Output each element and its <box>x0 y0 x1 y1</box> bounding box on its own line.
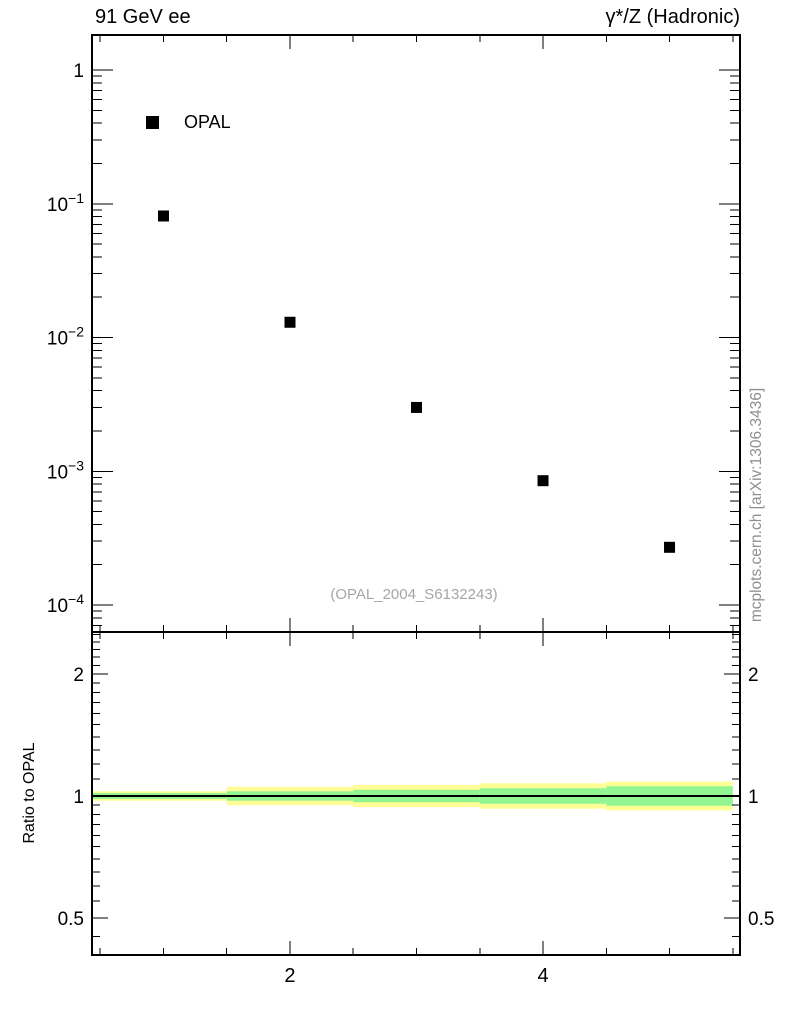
ratio-y-tick-label: 0.5 <box>58 909 84 930</box>
data-point-marker <box>664 541 676 553</box>
ratio-y-tick-label: 1 <box>748 787 759 808</box>
y-tick-label: 10−2 <box>47 324 84 350</box>
ratio-axis-label-text: Ratio to OPAL <box>21 742 38 844</box>
x-tick-label: 4 <box>537 965 548 987</box>
side-note-text: mcplots.cern.ch [arXiv:1306.3436] <box>748 387 765 623</box>
ratio-panel-frame <box>91 631 741 956</box>
data-point-marker <box>157 210 169 222</box>
ratio-y-tick-label: 1 <box>73 787 84 808</box>
y-tick-label: 1 <box>73 61 84 82</box>
legend-label: OPAL <box>184 112 231 132</box>
data-point-marker <box>537 475 549 487</box>
legend: OPAL <box>146 112 231 133</box>
filled-square-icon <box>146 116 159 129</box>
ratio-y-tick-label: 2 <box>748 665 759 686</box>
x-tick-label: 2 <box>284 965 295 987</box>
analysis-watermark: (OPAL_2004_S6132243) <box>330 586 498 603</box>
beam-title: 91 GeV ee <box>95 6 191 28</box>
process-title: γ*/Z (Hadronic) <box>605 6 740 28</box>
data-point-marker <box>411 401 423 413</box>
ratio-y-tick-label: 2 <box>73 665 84 686</box>
y-tick-label: 10−4 <box>47 591 84 617</box>
ratio-y-tick-label: 0.5 <box>748 909 774 930</box>
y-tick-label: 10−3 <box>47 457 84 483</box>
data-point-marker <box>284 316 296 328</box>
y-tick-label: 10−1 <box>47 190 84 216</box>
